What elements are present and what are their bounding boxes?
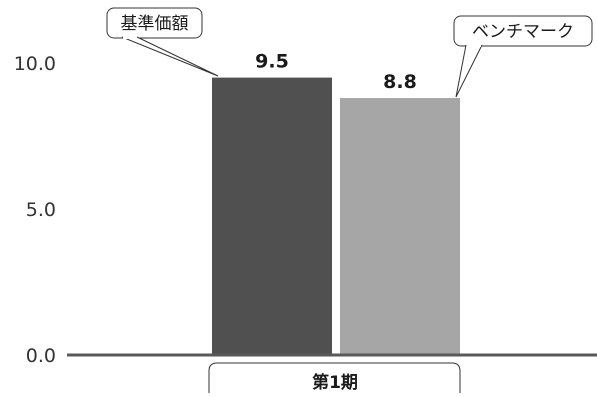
legend-label: 基準価額: [121, 14, 189, 34]
series-callouts: 基準価額 ベンチマーク: [106, 7, 593, 98]
y-tick-label: 0.0: [26, 345, 56, 367]
bar-value-label: 8.8: [383, 71, 417, 93]
bars: [212, 77, 460, 355]
bar-value-label: 9.5: [255, 51, 289, 73]
callout-bubble: [453, 15, 593, 47]
bar-series-1: [212, 77, 332, 355]
data-labels: 9.5 8.8: [255, 51, 417, 93]
category-labels: 第1期: [208, 362, 461, 393]
callout-pointer: [121, 36, 219, 77]
category-label-box: [208, 362, 461, 393]
y-axis: 0.0 5.0 10.0: [14, 53, 56, 367]
callout-pointer: [455, 44, 483, 98]
y-tick-label: 10.0: [14, 53, 56, 75]
x-category-label: 第1期: [312, 372, 358, 393]
y-tick-label: 5.0: [26, 199, 56, 221]
bar-series-2: [340, 98, 460, 355]
callout-bubble: [106, 7, 203, 39]
legend-label: ベンチマーク: [472, 22, 574, 42]
